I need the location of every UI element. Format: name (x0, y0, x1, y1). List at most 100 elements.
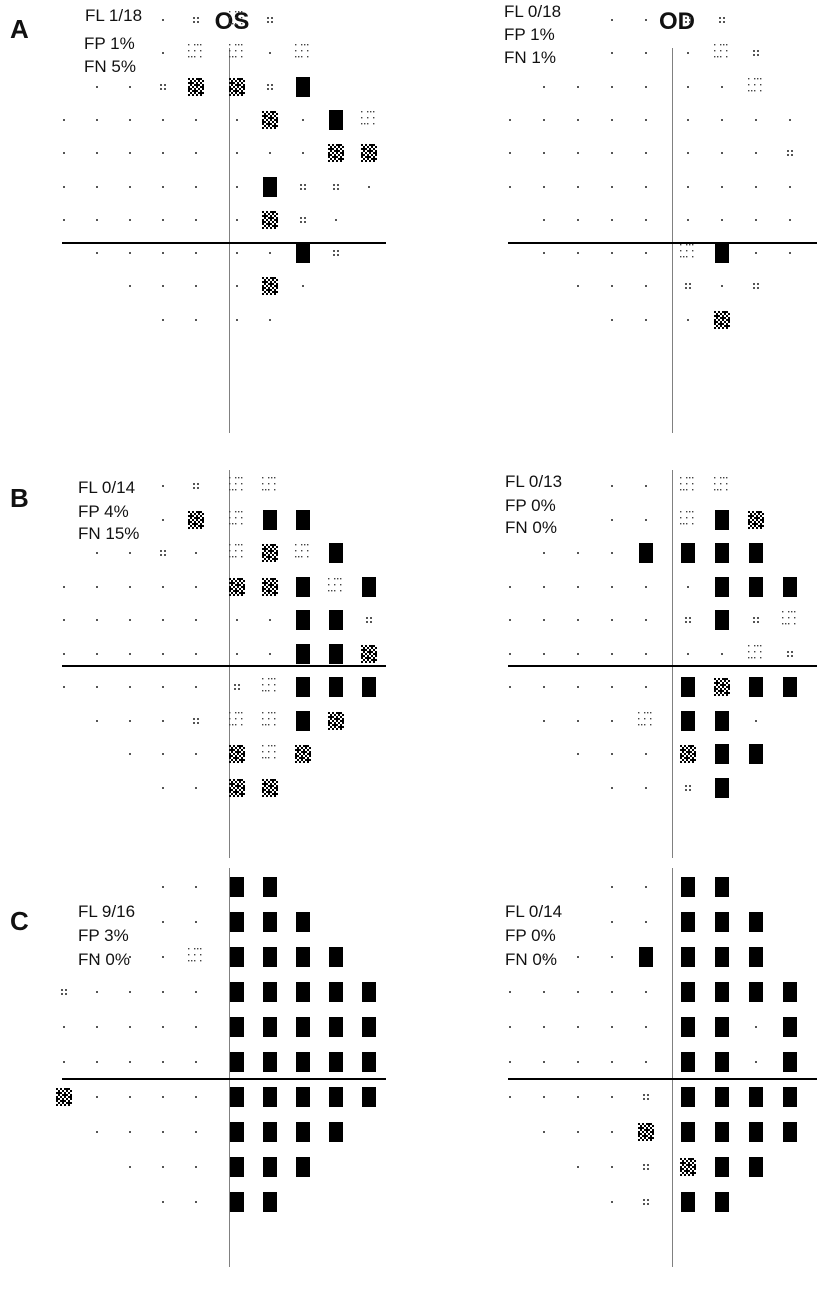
hatch-pixel (720, 680, 722, 682)
hatch-pixel (274, 558, 276, 560)
hatch-pixel (336, 160, 338, 162)
black-square-symbol (681, 982, 695, 1002)
black-square-symbol (715, 778, 729, 798)
hatch-pixel (716, 684, 718, 686)
black-square-symbol (715, 1157, 729, 1177)
hatch-pixel (342, 146, 344, 148)
hatch-pixel (229, 787, 231, 789)
hatch-pixel (295, 761, 297, 763)
normal-dot (63, 1061, 65, 1063)
horizontal-meridian (62, 1078, 386, 1080)
panel-label-c: C (10, 906, 29, 936)
hatch-pixel (760, 84, 762, 86)
reliability-index: FN 15% (78, 524, 140, 543)
hatch-pixel (274, 590, 276, 592)
normal-dot (721, 152, 723, 154)
black-square-symbol (296, 77, 310, 97)
hatch-pixel (264, 785, 266, 787)
hatch-pixel (241, 556, 243, 558)
hatch-pixel (233, 586, 235, 588)
colon-dot (643, 1203, 645, 1205)
dense-hatch-symbol (229, 578, 245, 596)
hatch-pixel (726, 477, 728, 479)
normal-dot (129, 219, 131, 221)
hatch-pixel (762, 519, 764, 521)
hatch-pixel (229, 94, 231, 96)
hatch-pixel (369, 661, 371, 663)
hatch-pixel (272, 546, 274, 548)
black-square-symbol (783, 1122, 797, 1142)
hatch-pixel (262, 718, 264, 720)
hatch-pixel (194, 92, 196, 94)
colon-dot (689, 789, 691, 791)
hatch-pixel (686, 250, 688, 252)
hatch-pixel (235, 11, 237, 13)
colon-dot (65, 989, 67, 991)
hatch-pixel (56, 1096, 58, 1098)
hatch-pixel (728, 686, 730, 688)
hatch-pixel (748, 90, 750, 92)
dense-hatch-symbol (229, 745, 245, 763)
hatch-pixel (330, 722, 332, 724)
normal-dot (611, 285, 613, 287)
hatch-pixel (688, 1158, 690, 1160)
colon-dot (647, 1164, 649, 1166)
hatch-pixel (262, 795, 264, 797)
hatch-pixel (272, 225, 274, 227)
hatch-pixel (718, 315, 720, 317)
hatch-pixel (694, 1172, 696, 1174)
hatch-pixel (262, 287, 264, 289)
hatch-pixel (270, 783, 272, 785)
hatch-pixel (714, 686, 716, 688)
hatch-pixel (714, 321, 716, 323)
hatch-pixel (686, 751, 688, 753)
hatch-pixel (60, 1104, 62, 1106)
hatch-pixel (686, 1168, 688, 1170)
hatch-pixel (682, 749, 684, 751)
hatch-pixel (62, 1098, 64, 1100)
normal-dot (543, 1061, 545, 1063)
normal-dot (195, 753, 197, 755)
black-square-symbol (230, 912, 244, 932)
hatch-pixel (726, 325, 728, 327)
hatch-pixel (235, 556, 237, 558)
hatch-pixel (373, 156, 375, 158)
hatch-pixel (363, 651, 365, 653)
black-square-symbol (263, 177, 277, 197)
hatch-pixel (274, 592, 276, 594)
hatch-pixel (200, 519, 202, 521)
normal-dot (162, 787, 164, 789)
hatch-pixel (229, 550, 231, 552)
hatch-pixel (262, 548, 264, 550)
black-square-symbol (296, 912, 310, 932)
normal-dot (543, 619, 545, 621)
black-square-symbol (681, 877, 695, 897)
hatch-pixel (241, 44, 243, 46)
hatch-pixel (276, 546, 278, 548)
normal-dot (687, 52, 689, 54)
hatch-pixel (680, 511, 682, 513)
colon-dot (689, 287, 691, 289)
reliability-index: FL 0/14 (505, 902, 563, 921)
hatch-pixel (638, 718, 640, 720)
black-square-symbol (362, 677, 376, 697)
black-square-symbol (296, 510, 310, 530)
hatch-pixel (722, 686, 724, 688)
hatch-pixel (237, 584, 239, 586)
hatch-pixel (235, 755, 237, 757)
hatch-pixel (262, 121, 264, 123)
hatch-pixel (646, 1131, 648, 1133)
normal-dot (721, 285, 723, 287)
hatch-pixel (648, 1123, 650, 1125)
hatch-pixel (722, 317, 724, 319)
hatch-pixel (686, 517, 688, 519)
hatch-pixel (188, 519, 190, 521)
normal-dot (577, 119, 579, 121)
hatch-pixel (272, 554, 274, 556)
hatch-pixel (714, 678, 716, 680)
hatch-pixel (241, 86, 243, 88)
hatch-pixel (782, 623, 784, 625)
hatch-pixel (270, 127, 272, 129)
hatch-pixel (332, 724, 334, 726)
hatch-pixel (752, 515, 754, 517)
